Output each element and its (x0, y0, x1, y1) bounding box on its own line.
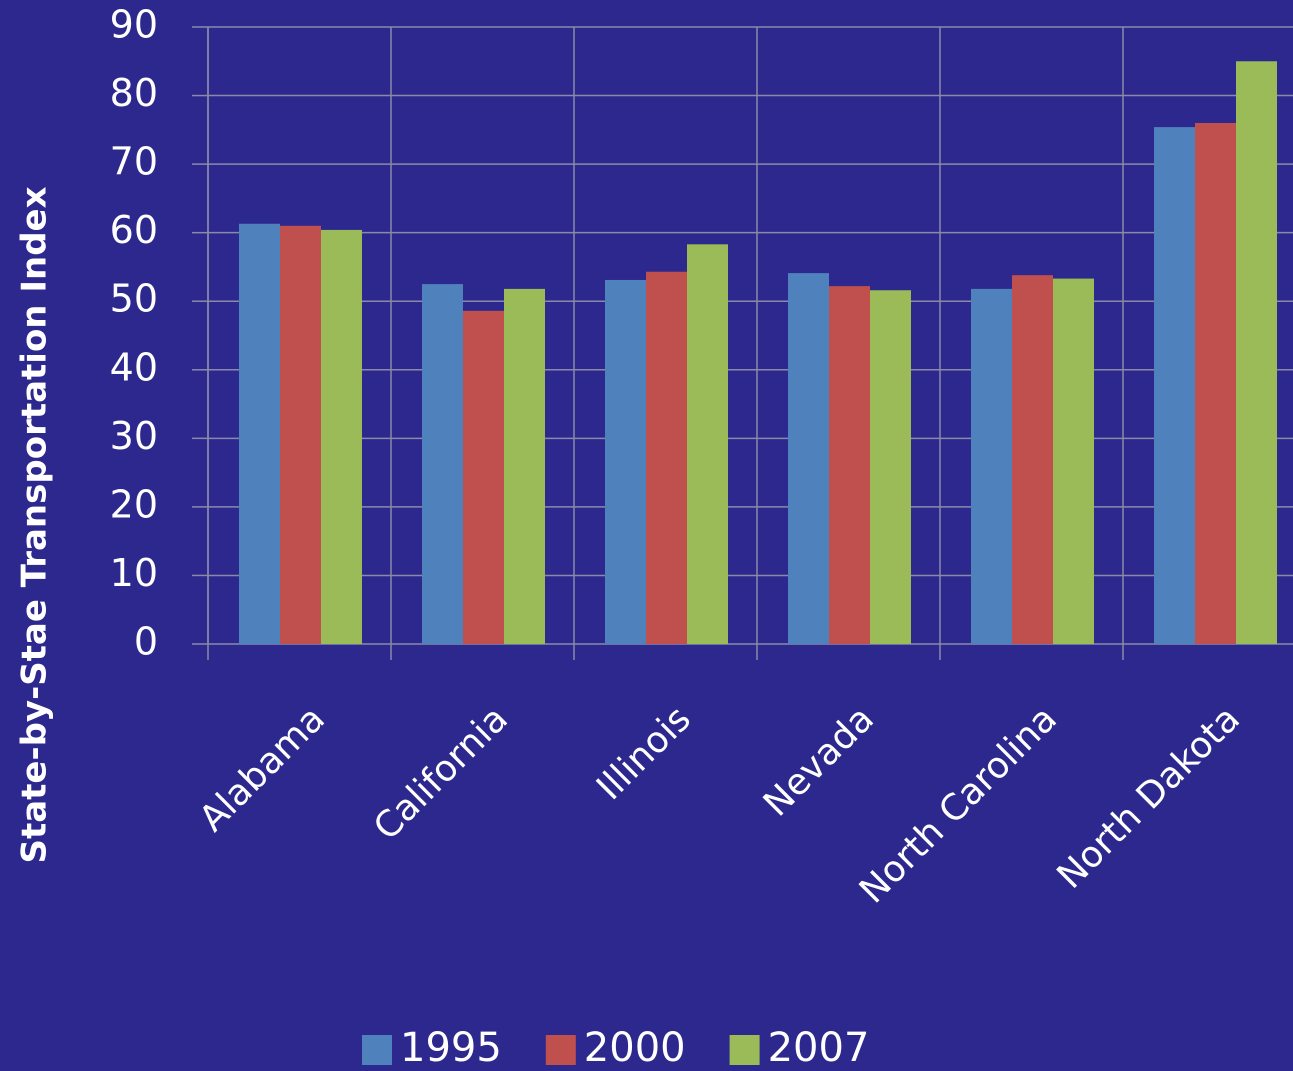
bar (870, 290, 911, 644)
y-tick-label: 30 (110, 414, 158, 458)
bar (646, 271, 687, 644)
bar (1154, 127, 1195, 644)
y-tick-label: 60 (110, 208, 158, 252)
bar (321, 229, 362, 644)
legend-label: 2007 (768, 1025, 870, 1071)
y-tick-label: 0 (134, 620, 158, 664)
legend-swatch (729, 1035, 760, 1065)
y-tick-label: 80 (110, 71, 158, 115)
bar (829, 286, 870, 644)
bar (971, 288, 1012, 644)
bar (605, 279, 646, 644)
y-tick-label: 50 (110, 277, 158, 321)
bar (1195, 122, 1236, 644)
y-tick-label: 90 (110, 3, 158, 47)
bar (280, 225, 321, 645)
bar (788, 273, 829, 644)
bar (1236, 61, 1277, 645)
y-tick-label: 10 (110, 551, 158, 595)
bar (1012, 275, 1053, 644)
bar (239, 223, 280, 644)
legend-label: 2000 (584, 1025, 686, 1071)
y-axis-label: State-by-Stae Transportation Index (15, 186, 55, 863)
bar (1053, 278, 1094, 644)
bar (504, 288, 545, 644)
bar (687, 244, 728, 644)
legend-swatch (545, 1035, 576, 1065)
bar (422, 284, 463, 644)
y-tick-label: 70 (110, 140, 158, 184)
legend-label: 1995 (400, 1025, 502, 1071)
y-tick-label: 40 (110, 345, 158, 389)
bar (463, 310, 504, 644)
legend-swatch (362, 1035, 392, 1065)
y-tick-label: 20 (110, 482, 158, 526)
